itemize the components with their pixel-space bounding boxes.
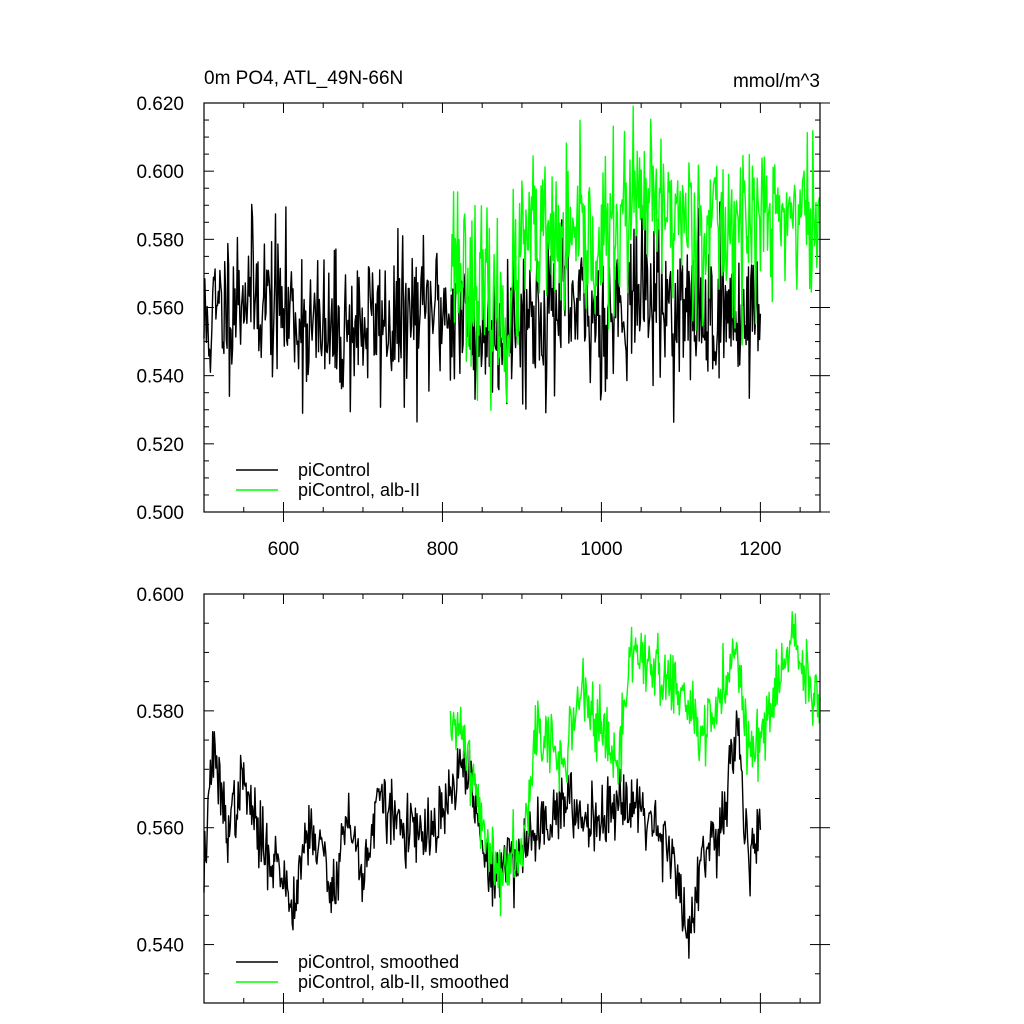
legend-label-picontrol-alb-ii: piControl, alb-II: [298, 480, 420, 500]
y-tick-label: 0.540: [136, 936, 184, 957]
y-tick-label: 0.500: [136, 503, 184, 524]
x-tick-label: 1200: [739, 539, 781, 560]
bottom-plot-frame: [203, 593, 821, 1004]
y-tick-label: 0.580: [136, 702, 184, 723]
top-plot-frame: [203, 102, 821, 513]
series-line-picontrol: [203, 192, 762, 423]
units-label: mmol/m^3: [733, 71, 820, 92]
top-axis-ticks: 600 800 1000 1200 0.500 0.520 0.540 0.560 0.580 0…: [136, 94, 830, 560]
bottom-legend: piControl, smoothed piControl, alb-II, s…: [236, 952, 509, 992]
y-tick-label: 0.580: [136, 230, 184, 251]
legend-label-picontrol-alb-ii-smoothed: piControl, alb-II, smoothed: [298, 972, 509, 992]
bottom-axis-ticks: 0.540 0.560 0.580 0.600: [136, 585, 830, 1013]
y-tick-label: 0.560: [136, 819, 184, 840]
chart-title: 0m PO4, ATL_49N-66N: [204, 68, 403, 89]
bottom-panel: 0.540 0.560 0.580 0.600 piControl, smoothed…: [136, 585, 830, 1013]
x-tick-label: 1000: [580, 539, 622, 560]
top-legend: piControl piControl, alb-II: [236, 460, 420, 500]
series-line-picontrol-alb-ii-smoothed: [449, 611, 821, 917]
y-tick-label: 0.600: [136, 162, 184, 183]
y-tick-label: 0.620: [136, 94, 184, 115]
series-line-picontrol-smoothed: [203, 710, 762, 959]
bottom-series-lines: [203, 611, 821, 959]
top-series-lines: [203, 105, 821, 423]
legend-label-picontrol-smoothed: piControl, smoothed: [298, 952, 459, 972]
y-tick-label: 0.520: [136, 435, 184, 456]
y-tick-label: 0.540: [136, 367, 184, 388]
x-tick-label: 600: [268, 539, 300, 560]
y-tick-label: 0.600: [136, 585, 184, 606]
series-line-picontrol-alb-ii: [449, 105, 821, 411]
x-tick-label: 800: [427, 539, 459, 560]
legend-label-picontrol: piControl: [298, 460, 370, 480]
top-panel: 0m PO4, ATL_49N-66N mmol/m^3 600 800 1000 1…: [136, 68, 830, 560]
y-tick-label: 0.560: [136, 299, 184, 320]
